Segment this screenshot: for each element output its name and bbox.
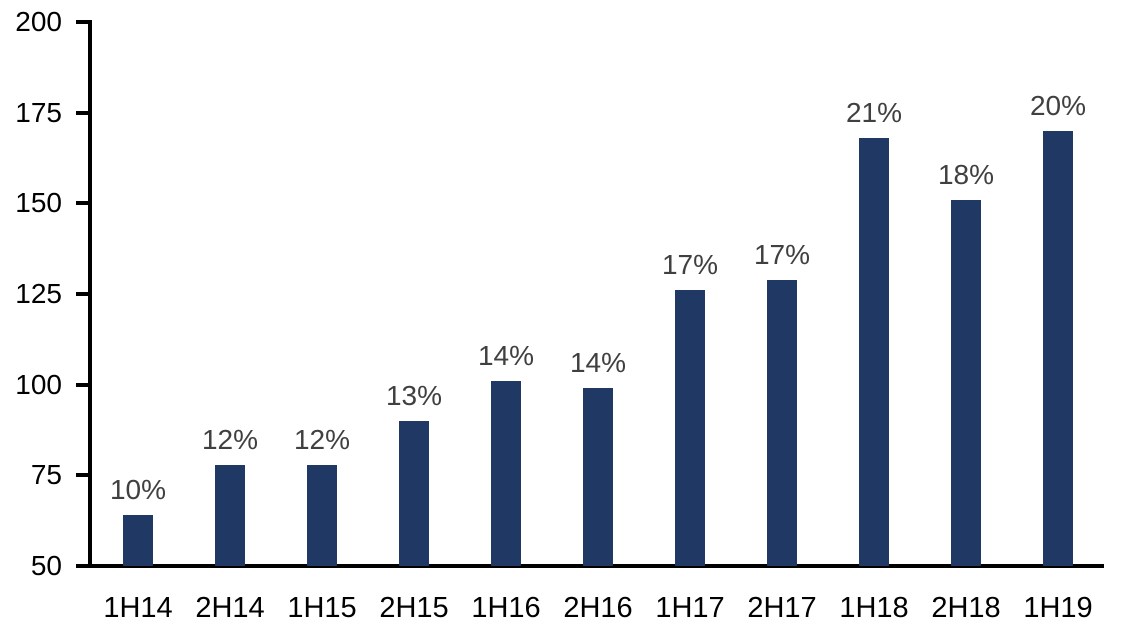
y-tick-label: 100 <box>15 368 62 400</box>
x-tick-label: 2H15 <box>379 592 449 624</box>
y-tick-mark <box>76 20 92 24</box>
y-tick-label: 150 <box>15 187 62 219</box>
x-tick-label: 1H18 <box>839 592 909 624</box>
bar-1H18 <box>859 138 889 566</box>
y-tick-label: 125 <box>15 278 62 309</box>
bar-data-label: 17% <box>753 238 811 270</box>
x-tick-label: 1H17 <box>655 592 725 624</box>
x-tick-label: 2H16 <box>563 592 633 624</box>
bar-2H15 <box>399 420 429 566</box>
x-tick-label: 2H18 <box>931 592 1001 624</box>
bar-data-label: 17% <box>661 249 719 281</box>
y-tick-label: 175 <box>15 96 62 128</box>
y-tick-mark <box>76 201 92 206</box>
bar-1H17 <box>675 290 705 566</box>
bar-data-label: 21% <box>845 97 903 129</box>
y-tick-label: 75 <box>30 459 62 491</box>
bar-2H18 <box>951 199 981 566</box>
bar-data-label: 20% <box>1029 89 1087 121</box>
bar-data-label: 10% <box>109 474 167 506</box>
x-tick-label: 2H17 <box>747 592 817 624</box>
bar-2H14 <box>215 464 245 566</box>
y-tick-mark <box>76 473 92 478</box>
x-tick-label: 1H14 <box>103 592 173 624</box>
x-tick-label: 1H15 <box>287 592 357 624</box>
bar-1H16 <box>491 381 521 566</box>
y-tick-label: 200 <box>15 6 62 37</box>
bar-data-label: 12% <box>293 423 351 455</box>
bar-2H17 <box>767 279 797 566</box>
bar-data-label: 18% <box>937 158 995 190</box>
x-tick-label: 1H19 <box>1023 592 1093 624</box>
x-tick-label: 2H14 <box>195 592 265 624</box>
y-tick-mark <box>76 110 92 115</box>
y-tick-label: 50 <box>30 550 62 581</box>
bar-1H19 <box>1043 130 1073 566</box>
bar-2H16 <box>583 388 613 566</box>
bar-data-label: 14% <box>569 347 627 379</box>
bar-data-label: 12% <box>201 423 259 455</box>
y-tick-mark <box>76 382 92 387</box>
bar-data-label: 14% <box>477 340 535 371</box>
y-tick-mark <box>76 292 92 296</box>
bar-1H15 <box>307 464 337 566</box>
x-tick-label: 1H16 <box>471 592 541 624</box>
bar-data-label: 13% <box>385 379 443 411</box>
x-axis-line <box>76 564 1104 568</box>
bar-1H14 <box>123 515 153 566</box>
